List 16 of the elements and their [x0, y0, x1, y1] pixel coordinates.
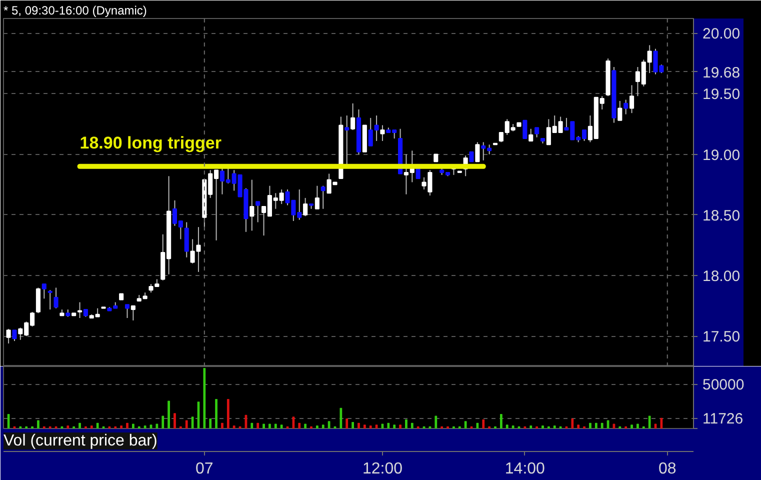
series-label: 18.90 long trigger [80, 133, 222, 152]
x-tick-label: 07 [196, 460, 214, 478]
x-tick-label: 14:00 [504, 460, 546, 478]
x-tick-label: 08 [658, 460, 676, 478]
chart-title: * 5, 09:30-16:00 (Dynamic) [4, 4, 147, 18]
text: Vol (current price bar) [4, 432, 158, 450]
y-tick-label: 18.50 [702, 207, 740, 224]
y-tick-label: 19.68 [702, 64, 740, 82]
y-tick-label: 17.50 [702, 328, 740, 346]
y-tick-label: 18.00 [702, 268, 740, 286]
y-tick-label: 50000 [702, 376, 744, 394]
y-tick-label: 19.50 [702, 86, 740, 104]
x-tick-label: 12:00 [362, 460, 403, 478]
y-tick-label: 19.00 [702, 146, 740, 164]
y-tick-label: 20.00 [702, 26, 740, 43]
y-tick-label: 11726 [702, 410, 744, 428]
